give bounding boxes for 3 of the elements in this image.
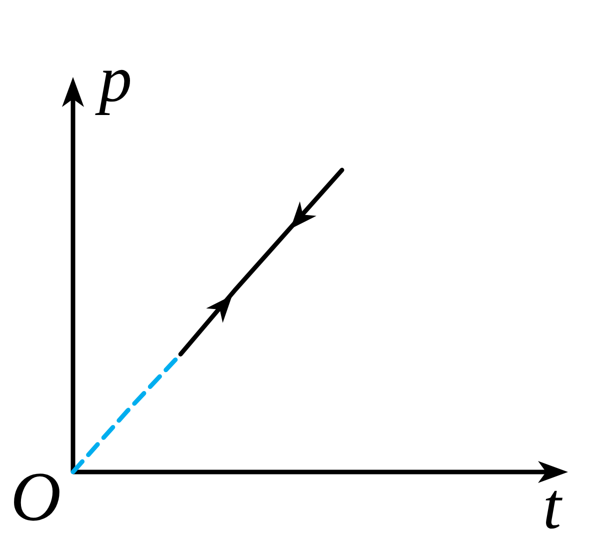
y-axis-title: p	[95, 43, 132, 116]
annotation: O	[10, 459, 61, 536]
x-axis-title: t	[542, 470, 563, 543]
